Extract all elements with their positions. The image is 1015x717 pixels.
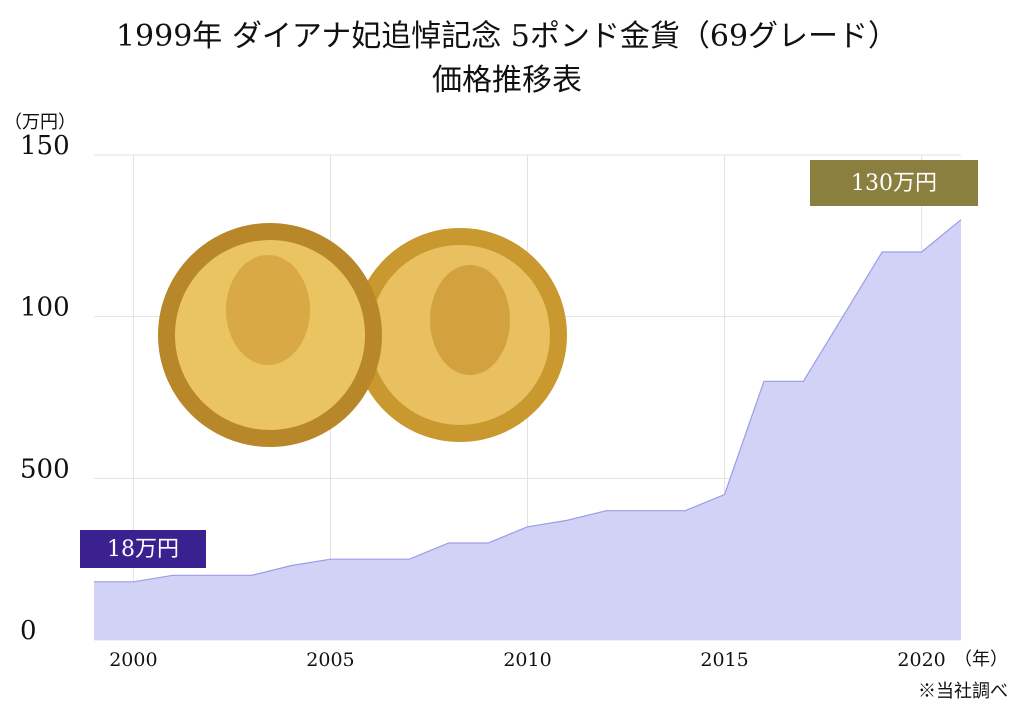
annotation-label: 130万円 — [851, 171, 937, 196]
annotation-box — [80, 530, 206, 568]
plot-area: 0 500 100 150 2000 2005 2010 2015 2020 — [20, 131, 962, 671]
x-tick-label: 2005 — [306, 649, 354, 671]
x-tick-label: 2020 — [897, 649, 945, 671]
source-note: ※当社調べ — [918, 681, 1008, 702]
x-tick-label: 2015 — [700, 649, 748, 671]
annotation-label: 18万円 — [107, 537, 179, 562]
annotation-box — [810, 160, 978, 206]
area — [94, 219, 961, 640]
y-unit: （万円） — [4, 112, 76, 133]
coin-image — [158, 223, 567, 447]
annotations: 18万円 130万円 — [80, 160, 978, 568]
y-tick-label: 150 — [20, 131, 70, 161]
chart-subtitle: 価格推移表 — [432, 63, 582, 98]
area-line — [94, 219, 962, 583]
y-tick-label: 100 — [20, 293, 70, 323]
x-tick-label: 2000 — [109, 649, 157, 671]
x-tick-label: 2010 — [503, 649, 551, 671]
y-tick-label: 500 — [20, 454, 70, 484]
coin-portrait — [226, 255, 310, 365]
x-unit: （年） — [954, 649, 1008, 670]
y-tick-label: 0 — [20, 616, 37, 646]
chart-title: 1999年 ダイアナ妃追悼記念 5ポンド金貨（69グレード） — [116, 19, 898, 54]
coin-portrait — [430, 265, 510, 375]
